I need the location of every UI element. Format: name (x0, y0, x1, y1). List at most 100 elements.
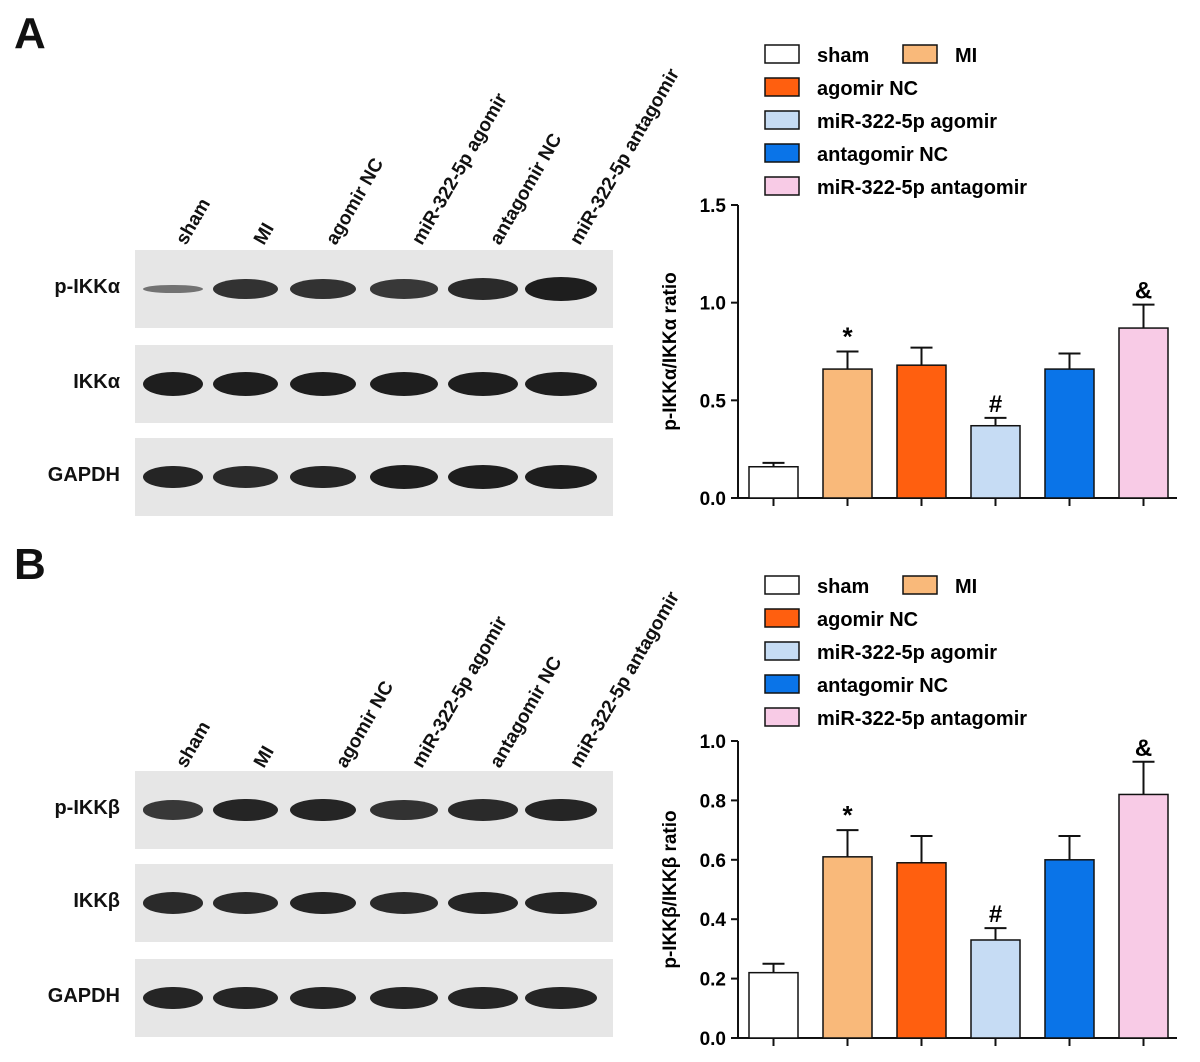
lane-label: MI (250, 219, 279, 249)
lane-label: MI (250, 742, 279, 772)
legend-swatch (764, 143, 800, 163)
legend-swatch (764, 707, 800, 727)
legend-label: miR-322-5p antagomir (817, 708, 1027, 730)
legend-swatch (764, 641, 800, 661)
blot-band (213, 798, 278, 822)
y-axis-label: p-IKKβ/IKKβ ratio (660, 810, 681, 968)
significance-marker: # (989, 391, 1002, 418)
blot-band (143, 465, 203, 489)
blot-row-label: IKKβ (73, 890, 120, 912)
blot-band (143, 892, 203, 914)
y-tick-label: 1.0 (700, 294, 726, 315)
bar (970, 939, 1021, 1039)
panel-letter: B (14, 540, 46, 589)
legend-label: antagomir NC (817, 675, 948, 697)
blot-strip (135, 864, 613, 942)
significance-marker: * (842, 800, 853, 830)
blot-band (448, 891, 518, 915)
y-tick-label: 0.6 (700, 851, 726, 872)
legend-label: agomir NC (817, 609, 918, 631)
blot-band (290, 798, 356, 822)
blot-band (290, 891, 356, 915)
legend-label: MI (955, 45, 977, 67)
blot-band (448, 799, 518, 821)
bar (748, 465, 799, 499)
blot-band (370, 465, 438, 489)
blot-band (370, 799, 438, 821)
blot-band (290, 465, 356, 489)
blot-band (525, 277, 597, 301)
legend-swatch (764, 674, 800, 694)
blot-strip (135, 438, 613, 516)
blot-band (525, 465, 597, 489)
panel-b: B sham MI agomir NC miR-322-5p agomir antago… (0, 531, 1200, 1062)
legend-swatch (902, 575, 938, 595)
y-tick-label: 0.8 (700, 791, 726, 812)
lane-label: sham (172, 195, 216, 249)
blot-band (448, 986, 518, 1010)
blot-row-label: p-IKKβ (54, 797, 120, 819)
blot-band (448, 278, 518, 300)
blot-band (213, 466, 278, 488)
lane-label: agomir NC (322, 154, 389, 249)
blot-row-label: GAPDH (47, 985, 120, 1007)
y-tick-label: 0.2 (700, 970, 726, 991)
blot-band (213, 986, 278, 1010)
blot-band (370, 372, 438, 396)
significance-marker: & (1135, 735, 1152, 762)
y-tick-label: 0.0 (700, 489, 726, 510)
lane-label: sham (172, 718, 216, 772)
blot-band (290, 372, 356, 396)
panel-letter: A (14, 9, 46, 58)
legend-label: miR-322-5p antagomir (817, 177, 1027, 199)
y-tick-label: 0.4 (700, 910, 727, 931)
y-tick-label: 0.5 (700, 391, 727, 412)
blot-band (290, 986, 356, 1010)
legend-label: miR-322-5p agomir (817, 642, 997, 664)
legend-label: MI (955, 576, 977, 598)
blot-band (143, 372, 203, 396)
significance-marker: * (842, 322, 853, 352)
blot-band (213, 278, 278, 300)
legend-label: miR-322-5p agomir (817, 111, 997, 133)
blot-band (525, 891, 597, 915)
blot-strip (135, 771, 613, 849)
blot-band (213, 892, 278, 914)
blot-band (370, 279, 438, 299)
blot-band (370, 892, 438, 914)
legend-swatch (764, 77, 800, 97)
legend-label: antagomir NC (817, 144, 948, 166)
blot-band (525, 372, 597, 396)
legend-swatch (764, 176, 800, 196)
blot-band (213, 372, 278, 396)
blot-strip (135, 345, 613, 423)
blot-row-label: GAPDH (47, 464, 120, 486)
bar (970, 424, 1021, 499)
bar (896, 364, 947, 499)
blot-band (448, 372, 518, 396)
bar (1118, 327, 1169, 499)
panel-a: A sham MI agomir NC miR-322-5p agomir antago… (14, 9, 1177, 516)
lane-label: antagomir NC (486, 653, 567, 772)
y-tick-label: 1.0 (700, 732, 726, 753)
bar-chart: 0.0 0.5 1.0 1.5 p-IKKα/IKKα ratio * # & sham MI ag… (660, 44, 1177, 510)
bar (896, 862, 947, 1039)
blot-band (143, 800, 203, 820)
bar (822, 368, 873, 499)
blot-strip (135, 959, 613, 1037)
legend-swatch (902, 44, 938, 64)
legend-swatch (764, 44, 800, 64)
significance-marker: & (1135, 278, 1152, 305)
y-tick-label: 1.5 (700, 196, 727, 217)
blot-strip (135, 250, 613, 328)
blot-band (143, 284, 203, 294)
lane-label: antagomir NC (486, 130, 567, 249)
blot-band (448, 465, 518, 489)
bar (1044, 859, 1095, 1039)
bar (1044, 368, 1095, 499)
significance-marker: # (989, 901, 1002, 928)
bar (822, 856, 873, 1039)
legend-swatch (764, 110, 800, 130)
blot-row-label: p-IKKα (54, 276, 120, 298)
legend-label: sham (817, 576, 869, 598)
